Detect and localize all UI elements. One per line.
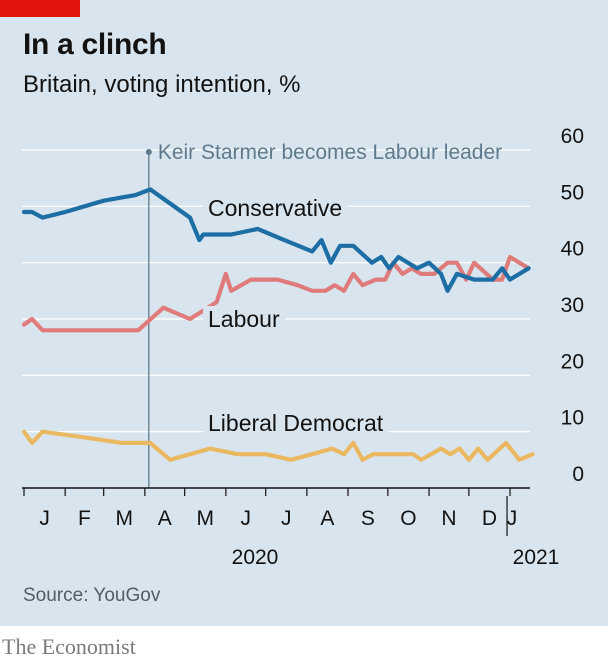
x-tick-label-3: A — [158, 507, 172, 530]
x-tick-label-0: J — [39, 507, 50, 530]
y-tick-label-10: 10 — [561, 407, 584, 430]
annotation-dot — [146, 149, 152, 155]
line-chart: Keir Starmer becomes Labour leader J F M A M… — [0, 0, 608, 580]
year-label-2020: 2020 — [232, 546, 279, 569]
x-tick-label-10: N — [441, 507, 456, 530]
y-tick-label-40: 40 — [561, 238, 584, 261]
x-tick-label-9: O — [400, 507, 416, 530]
x-tick-label-2: M — [116, 507, 134, 530]
x-tick-label-8: S — [361, 507, 375, 530]
source-note: Source: YouGov — [23, 585, 160, 607]
gridlines — [22, 150, 530, 432]
x-tick-label-12: J — [507, 507, 518, 530]
annotation-text: Keir Starmer becomes Labour leader — [158, 141, 502, 164]
x-tick-label-4: M — [197, 507, 215, 530]
y-tick-label-50: 50 — [561, 181, 584, 204]
series-label-conservative: Conservative — [208, 195, 342, 221]
y-tick-label-20: 20 — [561, 350, 584, 373]
y-tick-label-0: 0 — [572, 463, 584, 486]
y-tick-label-60: 60 — [561, 125, 584, 148]
y-axis: 0 10 20 30 40 50 60 — [561, 125, 584, 486]
x-tick-label-11: D — [482, 507, 497, 530]
economist-brand: The Economist — [2, 634, 136, 660]
x-tick-label-5: J — [241, 507, 252, 530]
series-label-liberal-democrat: Liberal Democrat — [208, 410, 384, 436]
series-label-labour: Labour — [208, 306, 280, 332]
x-tick-label-7: A — [320, 507, 334, 530]
year-label-2021: 2021 — [513, 546, 560, 569]
series-labels: Conservative Labour Liberal Democrat — [203, 195, 389, 436]
x-tick-label-6: J — [281, 507, 292, 530]
y-tick-label-30: 30 — [561, 294, 584, 317]
x-tick-label-1: F — [78, 507, 91, 530]
